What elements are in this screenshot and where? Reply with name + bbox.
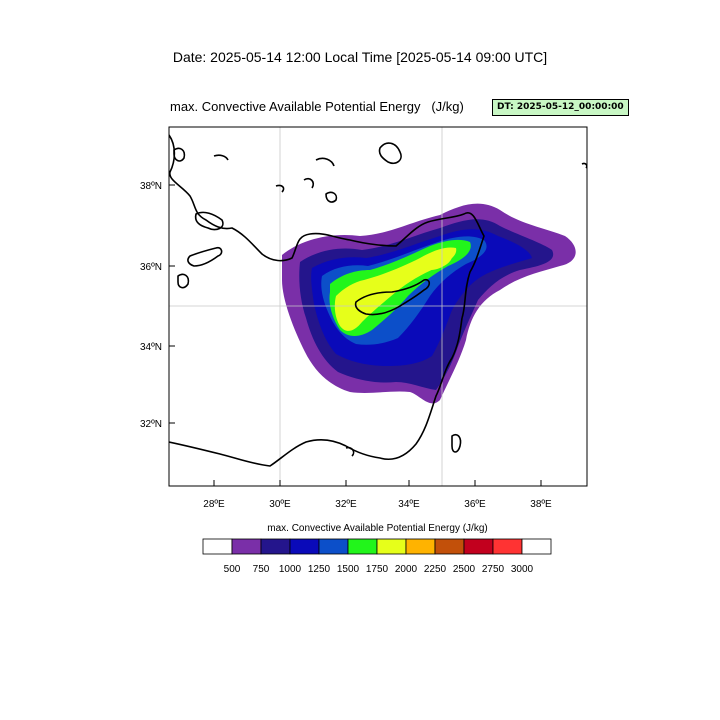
y-tick-label: 34ºN: [140, 342, 162, 353]
colorbar-swatch: [492, 538, 523, 555]
plot-title: max. Convective Available Potential Ener…: [170, 99, 464, 114]
colorbar-level-label: 750: [252, 564, 270, 575]
dt-badge: DT: 2025-05-12_00:00:00: [492, 99, 629, 116]
map-frame: [168, 126, 588, 487]
colorbar: [202, 538, 552, 555]
colorbar-swatch: [434, 538, 465, 555]
map-area: [169, 127, 587, 486]
x-axis-labels: 28ºE 30ºE 32ºE 34ºE 36ºE 38ºE: [203, 499, 552, 510]
colorbar-swatch: [202, 538, 233, 555]
colorbar-swatch: [376, 538, 407, 555]
x-tick-label: 36ºE: [464, 499, 486, 510]
colorbar-level-label: 3000: [510, 564, 534, 575]
colorbar-swatch: [260, 538, 291, 555]
colorbar-swatch: [405, 538, 436, 555]
x-tick-label: 30ºE: [269, 499, 291, 510]
x-tick-label: 34ºE: [398, 499, 420, 510]
date-title: Date: 2025-05-14 12:00 Local Time [2025-…: [172, 49, 548, 65]
colorbar-level-label: 1750: [365, 564, 389, 575]
y-tick-label: 38ºN: [140, 181, 162, 192]
colorbar-level-label: 500: [223, 564, 241, 575]
coastlines: [169, 134, 587, 467]
cape-field-1750-east: [420, 250, 453, 270]
y-tick-label: 32ºN: [140, 419, 162, 430]
x-axis-ticks: [213, 480, 542, 486]
colorbar-swatch: [231, 538, 262, 555]
colorbar-level-label: 2250: [423, 564, 447, 575]
colorbar-swatch: [463, 538, 494, 555]
colorbar-level-label: 1250: [307, 564, 331, 575]
colorbar-level-label: 1000: [278, 564, 302, 575]
colorbar-level-label: 2000: [394, 564, 418, 575]
colorbar-title: max. Convective Available Potential Ener…: [267, 523, 488, 534]
colorbar-swatch: [318, 538, 349, 555]
x-tick-label: 28ºE: [203, 499, 225, 510]
colorbar-swatch: [521, 538, 552, 555]
y-tick-label: 36ºN: [140, 262, 162, 273]
colorbar-level-label: 2750: [481, 564, 505, 575]
colorbar-level-label: 1500: [336, 564, 360, 575]
x-tick-label: 38ºE: [530, 499, 552, 510]
graticule: [169, 127, 587, 486]
x-tick-label: 32ºE: [335, 499, 357, 510]
y-axis-ticks: [169, 184, 175, 424]
y-axis-labels: 38ºN 36ºN 34ºN 32ºN: [140, 181, 162, 430]
colorbar-level-label: 2500: [452, 564, 476, 575]
colorbar-swatch: [289, 538, 320, 555]
colorbar-swatch: [347, 538, 378, 555]
